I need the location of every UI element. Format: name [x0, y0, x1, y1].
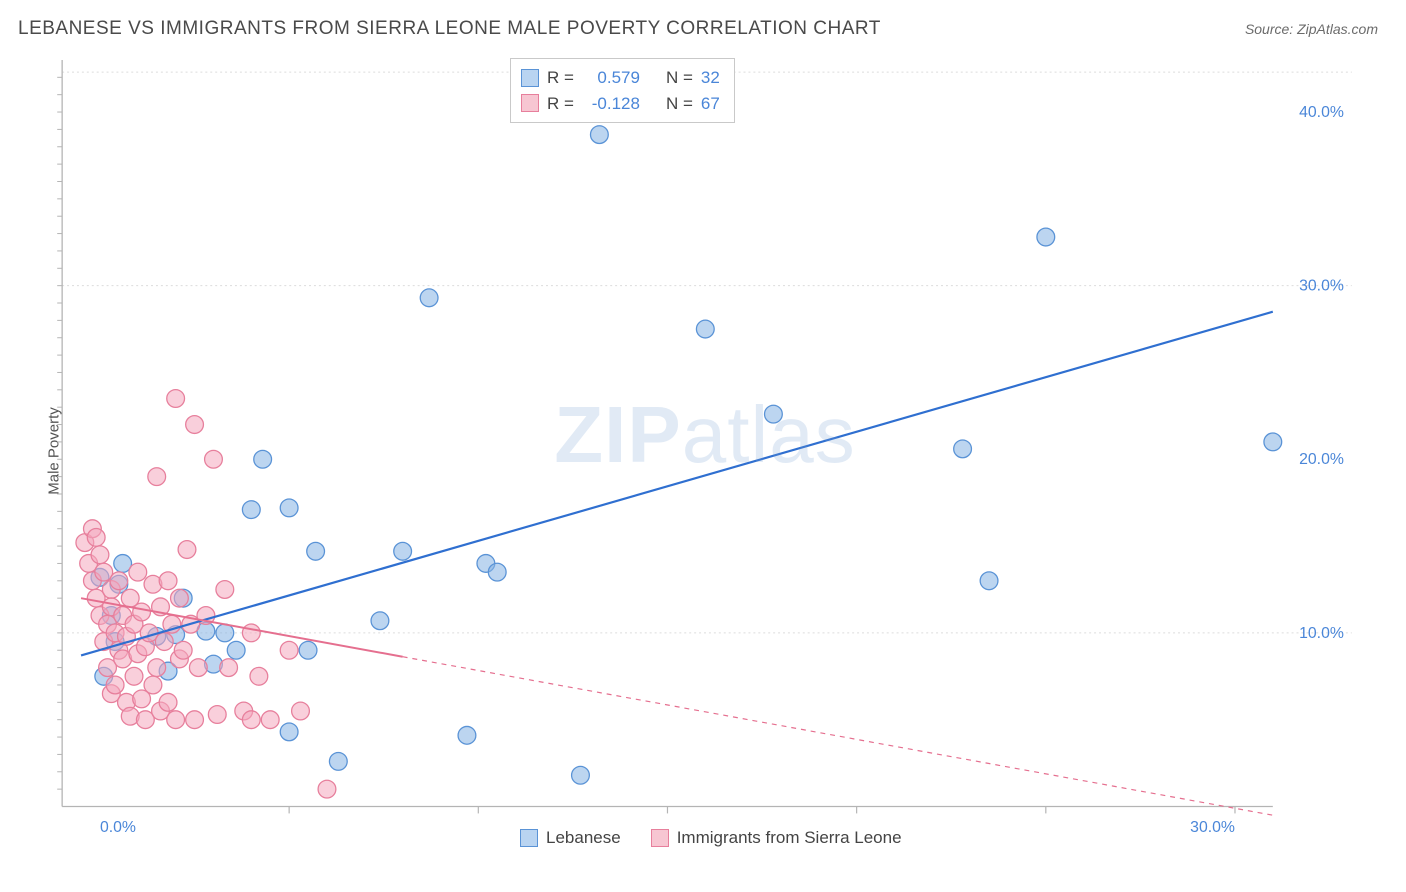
data-point	[488, 563, 506, 581]
data-point	[590, 126, 608, 144]
n-value: 67	[701, 91, 720, 117]
data-point	[572, 766, 590, 784]
legend-swatch	[651, 829, 669, 847]
data-point	[159, 572, 177, 590]
data-point	[167, 711, 185, 729]
r-value: 0.579	[582, 65, 640, 91]
x-tick-label: 0.0%	[100, 819, 136, 836]
data-point	[318, 780, 336, 798]
n-label: N =	[666, 91, 693, 117]
data-point	[186, 711, 204, 729]
r-label: R =	[547, 65, 574, 91]
data-point	[216, 581, 234, 599]
scatter-plot: 0.0% 30.0% 10.0% 20.0% 30.0% 40.0%	[50, 56, 1360, 846]
chart-container: Male Poverty 0.0%30.0%10.0%20.0%30.0%40.…	[50, 56, 1360, 846]
data-point	[133, 603, 151, 621]
y-tick-label: 40.0%	[1299, 104, 1344, 121]
n-value: 32	[701, 65, 720, 91]
source-attribution: Source: ZipAtlas.com	[1245, 21, 1378, 37]
data-point	[227, 641, 245, 659]
data-point	[220, 659, 238, 677]
legend-label: Immigrants from Sierra Leone	[677, 828, 902, 848]
correlation-row: R = -0.128 N = 67	[521, 91, 720, 117]
data-point	[420, 289, 438, 307]
data-point	[242, 711, 260, 729]
data-point	[159, 693, 177, 711]
data-point	[765, 405, 783, 423]
trend-line-extrapolated	[403, 657, 1273, 815]
data-point	[148, 468, 166, 486]
chart-title: LEBANESE VS IMMIGRANTS FROM SIERRA LEONE…	[18, 18, 881, 40]
data-point	[91, 546, 109, 564]
y-tick-label: 20.0%	[1299, 451, 1344, 468]
data-point	[144, 676, 162, 694]
data-point	[307, 542, 325, 560]
data-point	[110, 572, 128, 590]
data-point	[242, 501, 260, 519]
data-point	[171, 589, 189, 607]
r-value: -0.128	[582, 91, 640, 117]
y-tick-label: 30.0%	[1299, 278, 1344, 295]
correlation-row: R = 0.579 N = 32	[521, 65, 720, 91]
data-point	[87, 529, 105, 547]
data-point	[125, 667, 143, 685]
legend-item: Immigrants from Sierra Leone	[651, 828, 902, 848]
data-point	[242, 624, 260, 642]
data-point	[980, 572, 998, 590]
legend-item: Lebanese	[520, 828, 621, 848]
data-point	[1037, 228, 1055, 246]
data-point	[216, 624, 234, 642]
data-point	[394, 542, 412, 560]
data-point	[205, 450, 223, 468]
data-point	[371, 612, 389, 630]
data-point	[280, 499, 298, 517]
data-point	[329, 752, 347, 770]
legend-swatch	[521, 69, 539, 87]
legend-swatch	[521, 94, 539, 112]
data-point	[954, 440, 972, 458]
data-point	[280, 641, 298, 659]
series-legend: Lebanese Immigrants from Sierra Leone	[520, 828, 902, 848]
data-point	[174, 641, 192, 659]
r-label: R =	[547, 91, 574, 117]
data-point	[696, 320, 714, 338]
data-point	[178, 541, 196, 559]
data-point	[106, 676, 124, 694]
x-tick-label: 30.0%	[1190, 819, 1235, 836]
correlation-legend: R = 0.579 N = 32 R = -0.128 N = 67	[510, 58, 735, 123]
data-point	[1264, 433, 1282, 451]
y-tick-label: 10.0%	[1299, 625, 1344, 642]
data-point	[254, 450, 272, 468]
data-point	[280, 723, 298, 741]
data-point	[148, 659, 166, 677]
n-label: N =	[666, 65, 693, 91]
data-point	[155, 633, 173, 651]
data-point	[299, 641, 317, 659]
data-point	[186, 416, 204, 434]
data-point	[167, 390, 185, 408]
data-point	[250, 667, 268, 685]
data-point	[292, 702, 310, 720]
data-point	[208, 706, 226, 724]
legend-swatch	[520, 829, 538, 847]
data-point	[129, 563, 147, 581]
data-point	[189, 659, 207, 677]
data-point	[261, 711, 279, 729]
trend-line	[81, 312, 1273, 656]
legend-label: Lebanese	[546, 828, 621, 848]
data-point	[458, 726, 476, 744]
